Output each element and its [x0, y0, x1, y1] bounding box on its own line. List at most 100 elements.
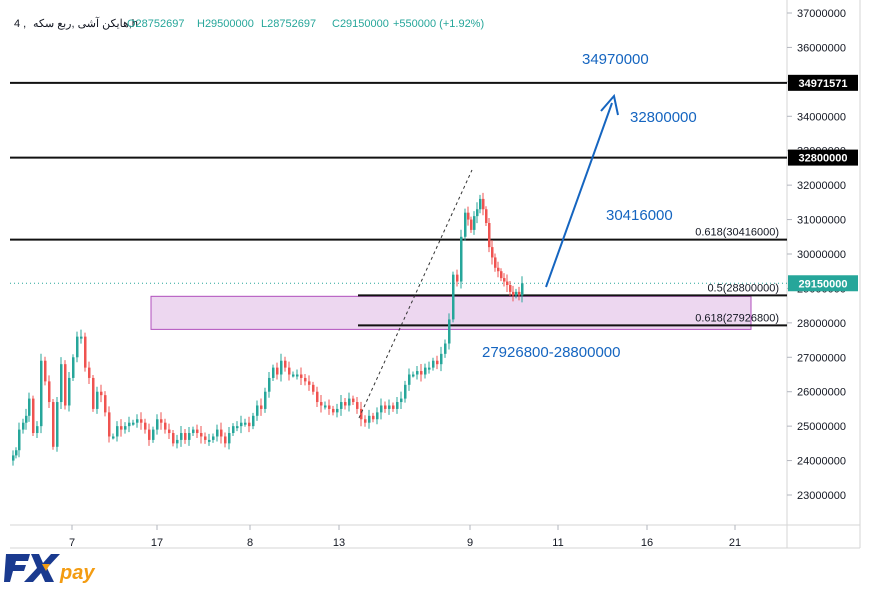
candle-body — [352, 398, 355, 403]
candle-body — [204, 436, 207, 440]
candle-body — [491, 247, 494, 258]
candle-body — [136, 419, 139, 423]
candle-body — [240, 422, 243, 427]
candle-body — [92, 377, 95, 409]
candle-body — [428, 367, 431, 370]
candle-body — [408, 374, 411, 385]
candle-body — [168, 429, 171, 434]
candle-body — [470, 219, 473, 230]
x-tick-label: 17 — [151, 537, 163, 549]
candle-body — [376, 412, 379, 420]
candle-body — [444, 343, 447, 354]
candle-body — [292, 374, 295, 377]
candle-body — [176, 439, 179, 444]
y-tick-label: 37000000 — [797, 8, 846, 20]
support-zone[interactable] — [150, 295, 752, 330]
candle-body — [392, 405, 395, 409]
candle-body — [52, 402, 55, 447]
candle-body — [284, 360, 287, 368]
candle-body — [509, 284, 512, 292]
candle-body — [28, 398, 31, 416]
candle-body — [128, 422, 131, 427]
candle-body — [12, 455, 15, 461]
annotation-34970000: 34970000 — [582, 51, 649, 68]
price-badge-label: 34971571 — [799, 78, 848, 90]
candle-body — [440, 353, 443, 365]
candle-body — [404, 384, 407, 399]
candle-body — [424, 367, 427, 375]
candle-body — [200, 433, 203, 437]
level-label: 0.5(28800000) — [707, 282, 779, 294]
candle-body — [252, 415, 255, 427]
candle-body — [280, 360, 283, 375]
candle-body — [456, 274, 459, 282]
x-axis-ticks: 7 17 8 13 9 11 16 21 — [69, 525, 741, 549]
candles-layer — [12, 192, 524, 466]
symbol-legend: 4 , هایکن آشی ,ربع سکه,h O28752697 H2950… — [14, 17, 484, 30]
candle-body — [473, 216, 476, 230]
y-tick-label: 28000000 — [797, 318, 846, 330]
candle-body — [384, 405, 387, 409]
price-badge — [788, 74, 858, 91]
candle-body — [348, 398, 351, 406]
candle-body — [518, 291, 521, 296]
x-tick-label: 21 — [729, 537, 741, 549]
candle-body — [80, 336, 83, 339]
candle-body — [188, 433, 191, 440]
price-badge — [788, 275, 858, 292]
price-badge-label: 32800000 — [799, 153, 848, 165]
candle-body — [32, 398, 35, 434]
candle-body — [416, 371, 419, 375]
candle-body — [344, 402, 347, 406]
candle-body — [236, 426, 239, 429]
candle-body — [288, 367, 291, 375]
level-label: 0.618(27926800) — [695, 312, 779, 324]
y-tick-label: 31000000 — [797, 215, 846, 227]
candle-body — [108, 412, 111, 437]
candle-body — [340, 402, 343, 409]
candle-body — [88, 367, 91, 378]
candle-body — [356, 402, 359, 409]
candle-body — [316, 391, 319, 403]
candle-body — [488, 223, 491, 248]
y-tick-label: 34000000 — [797, 111, 846, 123]
candle-body — [312, 384, 315, 392]
price-badge-label: 29150000 — [799, 278, 848, 290]
candle-body — [276, 367, 279, 375]
y-tick-label: 27000000 — [797, 352, 846, 364]
candle-body — [116, 426, 119, 437]
candle-body — [124, 426, 127, 430]
open-value: O28752697 — [127, 18, 185, 30]
logo-mark — [4, 554, 60, 582]
candle-body — [264, 391, 267, 409]
candle-body — [156, 419, 159, 430]
candle-body — [332, 408, 335, 413]
candle-body — [164, 422, 167, 430]
candle-body — [521, 283, 524, 296]
candle-body — [482, 198, 485, 210]
candle-body — [467, 212, 470, 220]
candle-body — [336, 408, 339, 413]
candle-body — [452, 274, 455, 320]
candle-body — [132, 422, 135, 425]
y-tick-label: 24000000 — [797, 456, 846, 468]
candle-body — [244, 422, 247, 425]
candle-body — [180, 433, 183, 440]
candle-body — [68, 377, 71, 406]
candle-body — [476, 209, 479, 217]
candle-body — [512, 291, 515, 296]
candle-body — [216, 429, 219, 437]
candle-body — [464, 212, 467, 237]
projection-arrow[interactable] — [545, 93, 619, 288]
y-tick-label: 30000000 — [797, 249, 846, 261]
x-tick-label: 16 — [641, 537, 653, 549]
candle-body — [64, 364, 67, 406]
fxpay-logo: pay — [4, 554, 95, 584]
candle-body — [36, 426, 39, 434]
candle-body — [324, 405, 327, 408]
candle-body — [232, 426, 235, 434]
x-tick-label: 8 — [247, 537, 253, 549]
candle-body — [48, 381, 51, 403]
candle-body — [304, 377, 307, 382]
